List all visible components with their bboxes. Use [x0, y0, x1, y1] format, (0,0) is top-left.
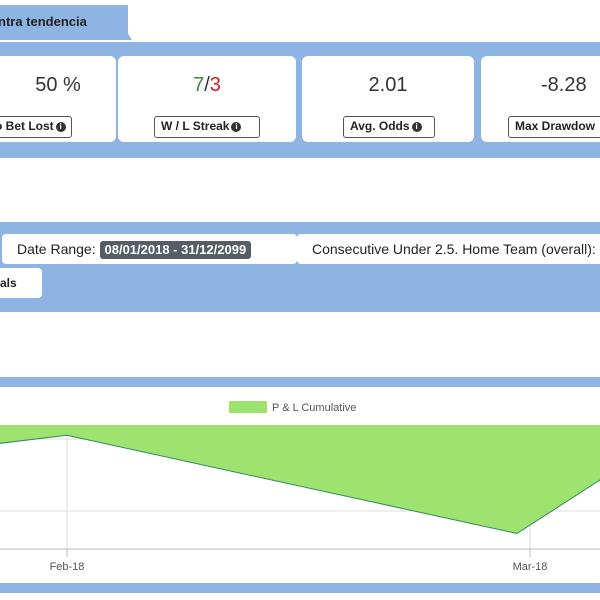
date-range-value: 08/01/2018 - 31/12/2099	[99, 241, 252, 259]
streak-win: 7	[193, 74, 205, 96]
stat-label-streak-text: W / L Streak	[161, 119, 230, 133]
chart-panel-bottom	[0, 583, 600, 593]
stat-value-max-drawdown: -8.28	[541, 74, 587, 96]
chart-panel: P & L Cumulative Feb-18 Mar-18	[0, 387, 600, 583]
tab-title: ntra tendencia	[0, 14, 87, 29]
stat-value-avg-odds: 2.01	[368, 74, 408, 96]
streak-loss: 3	[209, 74, 221, 96]
area-fill	[0, 425, 600, 534]
legend-swatch	[229, 401, 267, 413]
chart-panel-top	[0, 377, 600, 387]
stat-card-avg-odds: 2.01 Avg. Odds i	[302, 56, 474, 142]
date-range-label: Date Range:	[17, 241, 96, 257]
stat-label-avg-odds[interactable]: Avg. Odds i	[343, 116, 435, 138]
x-tick-label: Mar-18	[513, 561, 548, 573]
streak-sep: /	[204, 74, 210, 96]
info-icon[interactable]: i	[231, 122, 242, 132]
stat-label-bet-lost-text: o Bet Lost	[0, 119, 54, 133]
stat-label-max-drawdown-text: Max Drawdow	[515, 119, 596, 133]
stat-label-streak[interactable]: W / L Streak i	[154, 116, 260, 138]
stat-card-bet-lost: 50 % o Bet Lost i	[0, 56, 116, 142]
stat-label-avg-odds-text: Avg. Odds	[350, 119, 410, 133]
stat-value-streak: 7/3	[118, 74, 296, 97]
legend-label[interactable]: P & L Cumulative	[272, 402, 356, 414]
consecutive-label: Consecutive Under 2.5. Home Team (overal…	[312, 241, 596, 257]
pl-chart: P & L Cumulative Feb-18 Mar-18	[0, 401, 600, 573]
stat-label-max-drawdown[interactable]: Max Drawdow	[508, 116, 600, 138]
filter-panel: Date Range: 08/01/2018 - 31/12/2099 Cons…	[0, 222, 600, 312]
info-icon[interactable]: i	[411, 122, 422, 132]
info-icon[interactable]: i	[55, 122, 66, 132]
filter-consecutive-under[interactable]: Consecutive Under 2.5. Home Team (overal…	[297, 234, 600, 264]
stat-card-streak: 7/3 W / L Streak i	[118, 56, 296, 142]
stats-panel: 50 % o Bet Lost i 7/3 W / L Streak i 2.01 …	[0, 42, 600, 158]
stat-card-max-drawdown: -8.28 Max Drawdow	[481, 56, 600, 142]
stat-value-bet-lost: 50 %	[35, 74, 81, 96]
tab-trend[interactable]: ntra tendencia	[0, 5, 128, 40]
tab-slant	[110, 5, 132, 40]
filter-date-range[interactable]: Date Range: 08/01/2018 - 31/12/2099	[2, 234, 297, 264]
filter-chip-extra[interactable]: als	[0, 268, 42, 298]
tab-strip: ntra tendencia	[0, 0, 600, 42]
filter-chip-extra-label: als	[0, 276, 17, 290]
x-tick-label: Feb-18	[50, 561, 85, 573]
stat-label-bet-lost[interactable]: o Bet Lost i	[0, 116, 72, 138]
series-line	[0, 434, 600, 535]
